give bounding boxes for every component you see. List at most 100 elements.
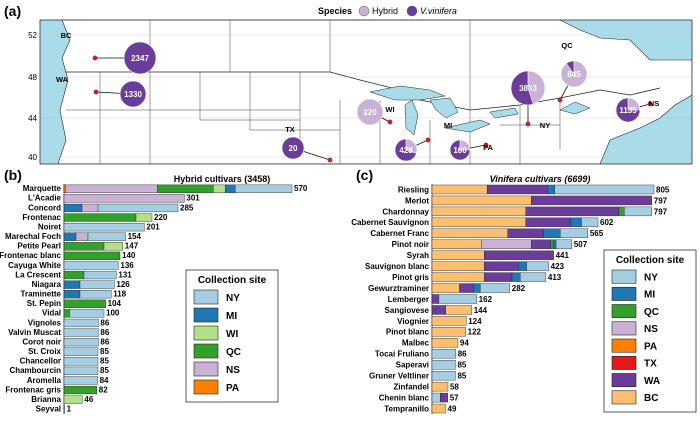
category-label: Cabernet Franc [370, 229, 429, 238]
legend-swatch-pa [193, 379, 219, 395]
category-label: Pinot gris [392, 273, 429, 282]
lat-tick: 52 [28, 31, 37, 40]
bar-segment-mi [63, 280, 81, 289]
value-label: 565 [590, 229, 604, 238]
bar-segment-ny [63, 376, 98, 385]
bar-segment-mi [224, 184, 236, 193]
legend-label: BC [644, 393, 658, 404]
legend-vinifera-label: V.vinifera [420, 6, 457, 16]
bar-segment-mi [63, 232, 77, 241]
bar-segment-wa [531, 195, 652, 206]
value-label: 154 [128, 232, 142, 241]
vinifera-chart-title: Vinifera cultivars (6699) [490, 174, 591, 184]
bar-segment-ny [63, 366, 99, 376]
category-label: Chardonnay [382, 207, 429, 216]
value-label: 85 [457, 361, 466, 370]
category-label: Seyval [36, 405, 61, 414]
bar-segment-ny [79, 290, 112, 299]
bar-segment-ny [624, 206, 652, 217]
legend-label: NY [226, 293, 240, 304]
value-label: 49 [448, 404, 457, 413]
bar-segment-ny [63, 222, 145, 232]
category-label: Tempranillo [384, 404, 429, 413]
legend-label: QC [644, 307, 659, 318]
bar-segment-mi [63, 290, 81, 299]
value-label: 82 [99, 385, 108, 394]
bar-segment-qc [550, 239, 554, 249]
pie-pa: 160 [449, 139, 489, 161]
bar-segment-wa [484, 261, 519, 271]
bar-segment-ny [234, 184, 293, 193]
bar-segment-mi [570, 217, 582, 228]
pie-total-label: 845 [567, 70, 581, 79]
bar-segment-qc [63, 213, 137, 222]
legend-swatch-mi [611, 286, 637, 301]
category-label: St. Pepin [27, 299, 61, 308]
legend-swatch-pa [611, 338, 637, 353]
category-label: Pinot noir [392, 240, 429, 249]
bar-segment-bc [431, 316, 467, 326]
bar-segment-qc [618, 206, 625, 217]
category-label: Sangiovese [385, 306, 430, 315]
category-label: L'Acadie [28, 194, 62, 203]
bar-segment-ny [79, 280, 115, 289]
pie-total-label: 3833 [519, 84, 537, 93]
bar-segment-bc [431, 327, 466, 337]
bar-segment-bc [431, 217, 526, 228]
value-label: 86 [100, 337, 109, 346]
bar-segment-mi [547, 184, 555, 195]
collection-site-legend-c: Collection site NY MI QC NS PA TX WA BC [603, 249, 697, 413]
legend-swatch-ny [193, 289, 219, 305]
site-marker [93, 89, 99, 95]
value-label: 84 [100, 376, 109, 385]
bar-segment-wi [103, 242, 123, 251]
bar-segment-ny [63, 357, 99, 366]
bar-segment-ny [63, 318, 99, 328]
category-label: Frontenac gris [5, 385, 61, 394]
bar-segment-ns [63, 194, 185, 203]
site-marker [525, 121, 531, 127]
bar-segment-wa [486, 184, 549, 195]
pie-slice [356, 98, 384, 126]
bar-segment-bc [431, 381, 449, 392]
bar-segment-wa [459, 283, 474, 293]
value-label: 423 [551, 262, 565, 271]
bar-segment-wa [484, 272, 513, 282]
map-legend: Species Hybrid V.vinifera [318, 5, 457, 17]
value-label: 797 [654, 207, 668, 216]
panel-c-label: (c) [356, 167, 373, 183]
category-label: Tocai Fruliano [375, 350, 429, 359]
pie-slice [527, 70, 546, 105]
bar-segment-ns [81, 203, 99, 213]
value-label: 570 [294, 184, 308, 193]
pie-total-label: 160 [453, 146, 467, 155]
bar-segment-qc [63, 309, 70, 318]
bar-segment-wi [135, 213, 153, 222]
bar-segment-wa [440, 392, 448, 403]
legend-label: QC [226, 347, 241, 358]
bar-segment-mi [63, 203, 83, 213]
value-label: 136 [120, 261, 134, 270]
pie-total-label: 220 [363, 108, 377, 117]
site-marker [387, 119, 393, 125]
legend-swatch-qc [193, 343, 219, 359]
bar-segment-qc [63, 251, 121, 261]
category-label: St. Croix [28, 347, 61, 356]
great-lakes [369, 85, 591, 136]
category-label: Marechal Foch [5, 232, 61, 241]
bar-segment-ny [438, 294, 477, 304]
category-label: Traminette [21, 290, 62, 299]
pacific-ocean [40, 20, 70, 164]
bar-segment-bc [431, 261, 485, 271]
value-label: 86 [100, 328, 109, 337]
legend-swatch-mi [193, 307, 219, 323]
legend-vinifera-swatch [406, 5, 418, 17]
value-label: 147 [125, 242, 139, 251]
bar-segment-ny [63, 337, 99, 347]
bar-segment-ny [431, 349, 456, 359]
category-label: Corot noir [22, 337, 61, 346]
category-label: Noiret [38, 222, 61, 231]
category-label: Aromella [27, 376, 62, 385]
legend-swatch-bc [611, 390, 637, 405]
